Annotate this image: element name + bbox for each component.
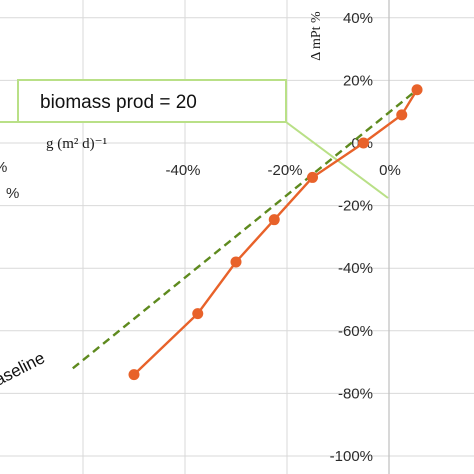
data-point (128, 369, 140, 381)
left-edge-fragment-1: % (0, 159, 7, 176)
y-tick-label: -40% (338, 260, 373, 277)
data-point (411, 84, 423, 96)
x-tick-label: -40% (165, 162, 200, 179)
x-tick-label: -20% (267, 162, 302, 179)
y-tick-label: -20% (338, 198, 373, 215)
series-label-baseline: aseline (0, 348, 48, 389)
y-tick-labels: 40%20%0%-20%-40%-60%-80%-100% (330, 10, 373, 465)
y-tick-label: -100% (330, 448, 373, 465)
series-line-baseline (72, 88, 418, 370)
x-axis-label: g (m² d)⁻¹ (46, 136, 107, 152)
x-tick-label: 0% (379, 162, 401, 179)
data-point (192, 308, 204, 320)
y-tick-label: 20% (343, 72, 373, 89)
y-axis-label: Δ mPt % (309, 11, 324, 61)
callout-text: biomass prod = 20 (40, 92, 197, 113)
data-point (396, 109, 408, 121)
data-point (307, 171, 318, 183)
callout-box (17, 79, 287, 123)
series-layer (72, 84, 423, 381)
series-line-biomass (133, 89, 419, 376)
data-point (268, 214, 280, 226)
data-point (358, 137, 369, 149)
data-point (230, 256, 242, 268)
left-edge-fragment-2: % (6, 185, 19, 202)
y-tick-label: -80% (338, 385, 373, 402)
y-tick-label: 40% (343, 10, 373, 27)
x-tick-labels: -40% -20% 0% (165, 162, 400, 179)
y-tick-label: -60% (338, 323, 373, 340)
